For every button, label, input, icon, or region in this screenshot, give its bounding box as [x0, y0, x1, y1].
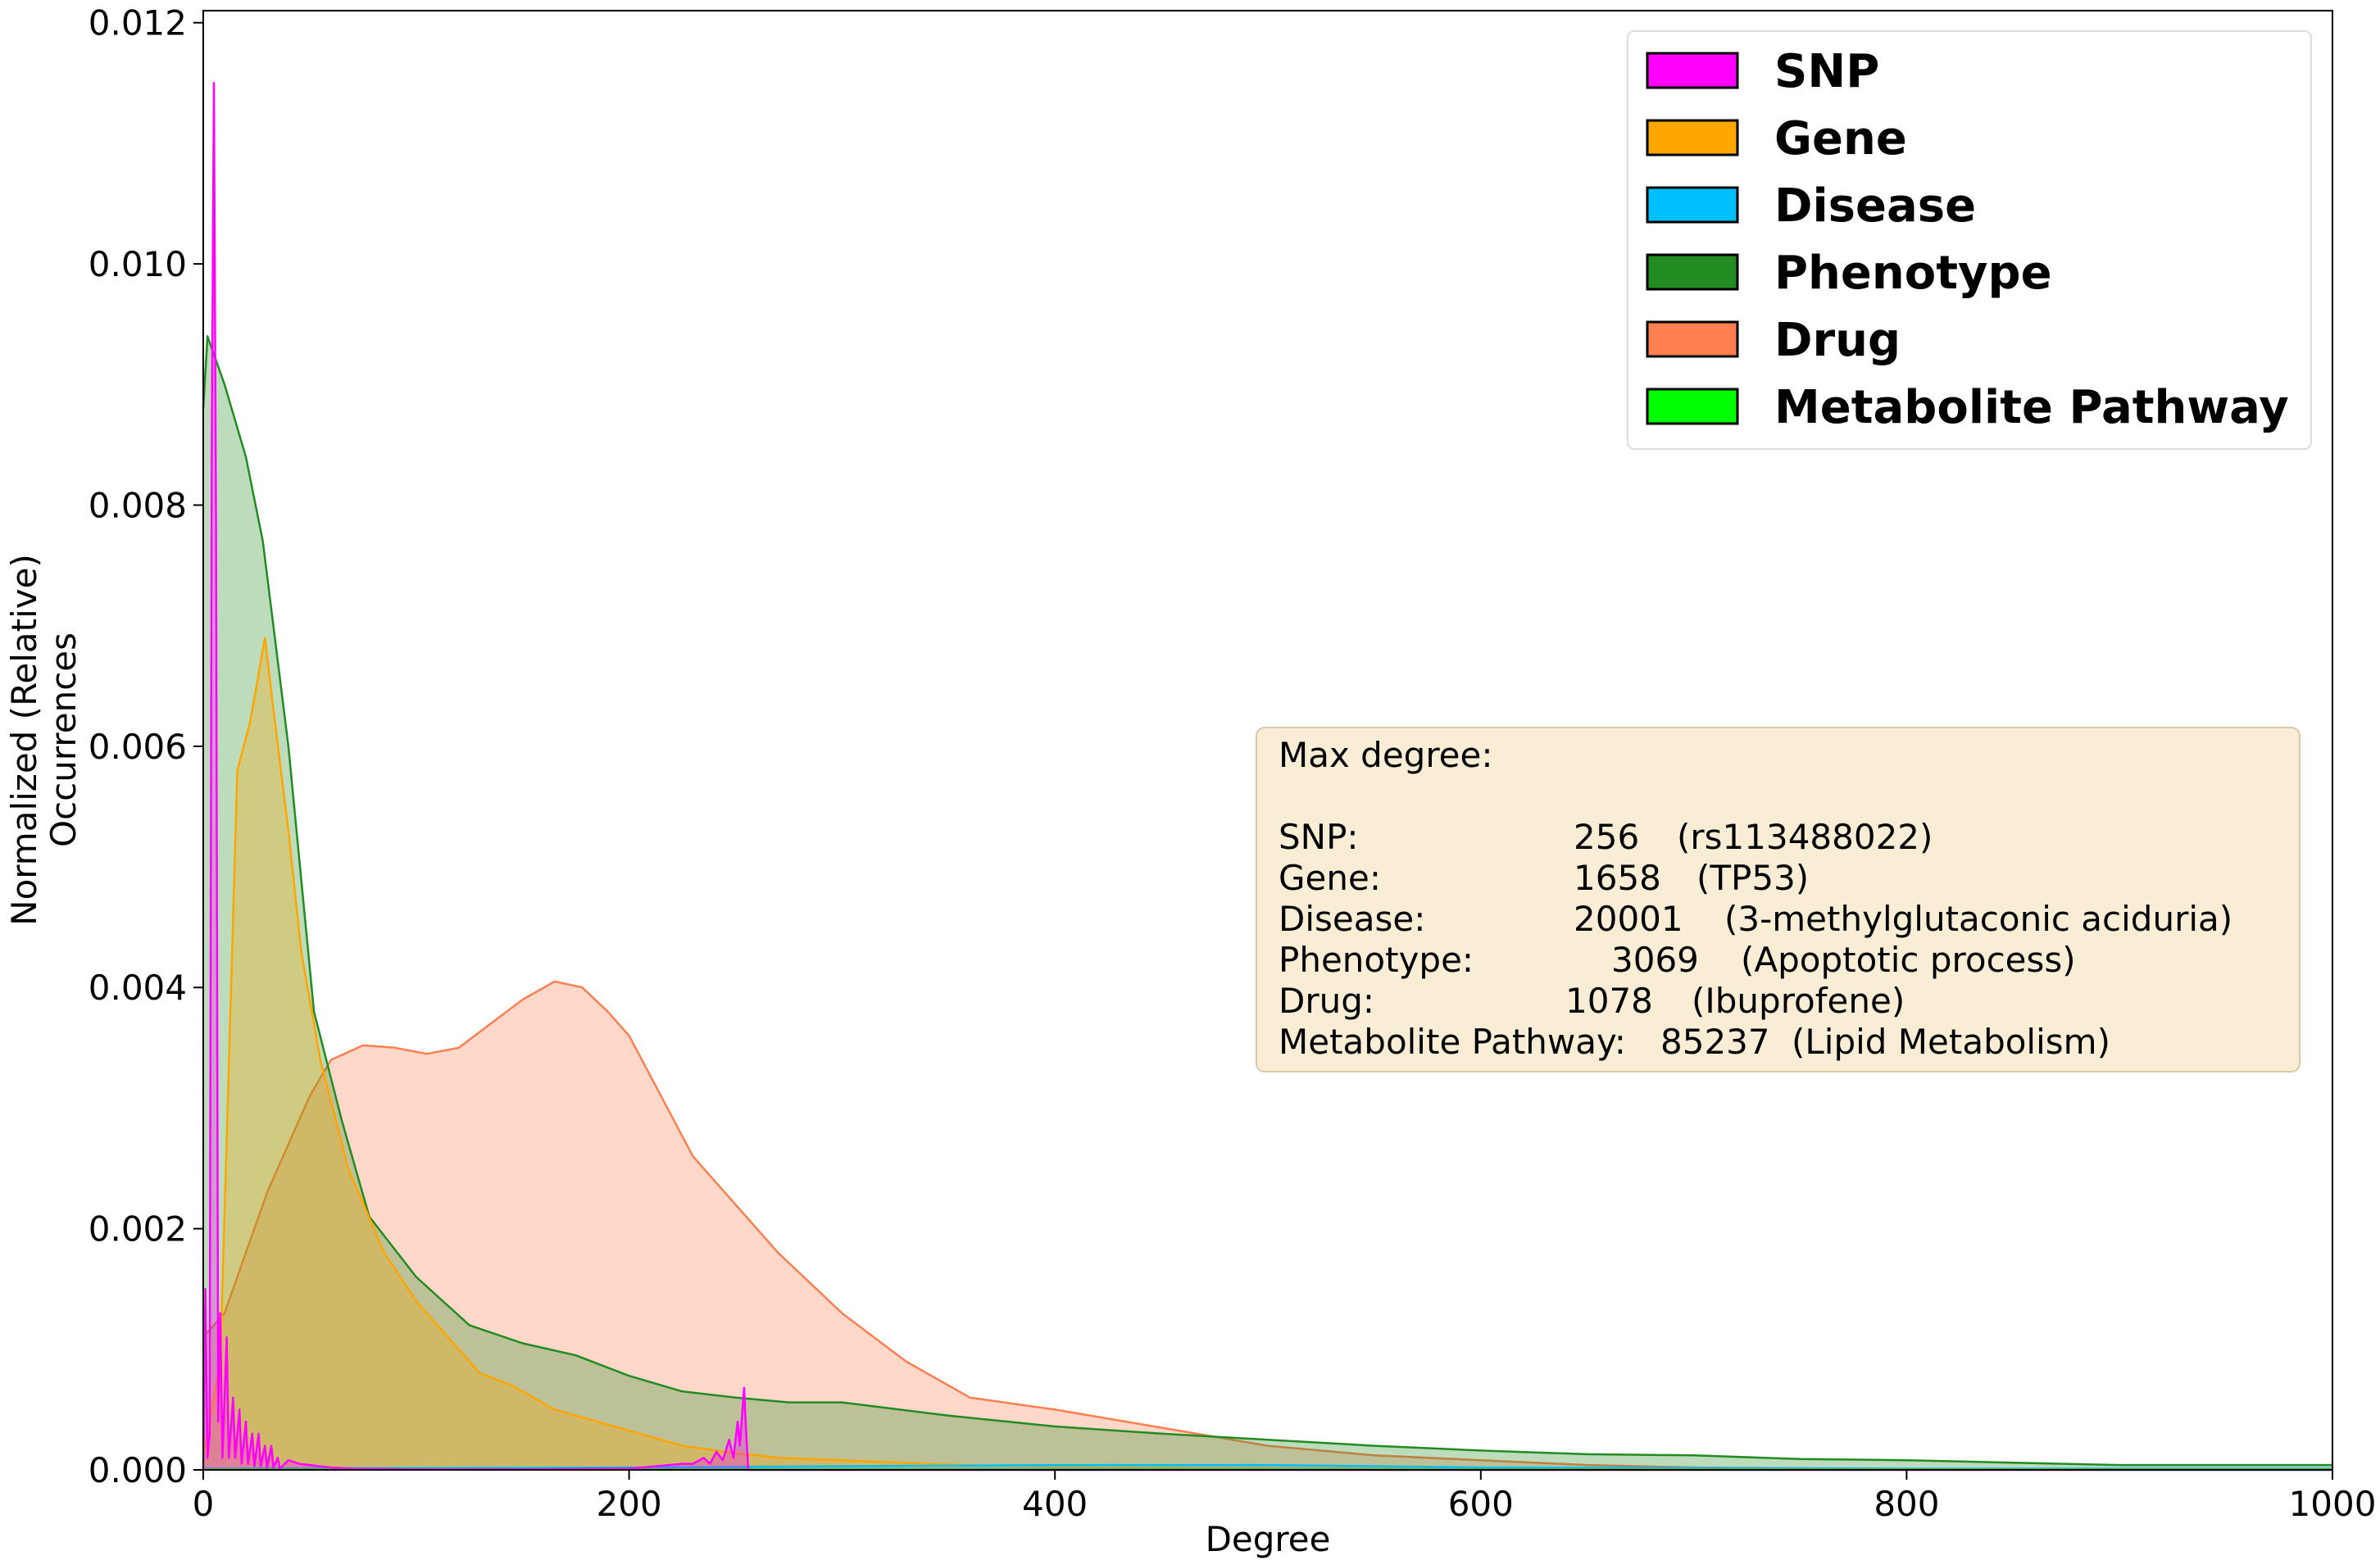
series-line-phenotype	[202, 335, 2332, 1467]
y-tick-label: 0.002	[89, 1209, 187, 1249]
legend-label-gene: Gene	[1774, 112, 1907, 166]
info-row-gene-label: Gene:	[1279, 858, 1381, 898]
info-box-title: Max degree:	[1279, 735, 1493, 775]
series-line-snp	[202, 82, 2332, 1472]
x-tick-label: 400	[1022, 1484, 1088, 1524]
series-area-gene	[203, 637, 2332, 1470]
info-row-drug-note: (Ibuprofene)	[1692, 981, 1905, 1021]
info-row-disease-label: Disease:	[1279, 899, 1425, 939]
legend-swatch-gene	[1646, 119, 1739, 156]
info-row-phenotype-value: 3069	[1611, 940, 1699, 980]
info-row-phenotype-note: (Apoptotic process)	[1741, 940, 2076, 980]
legend-swatch-drug	[1646, 320, 1739, 358]
max-degree-info-box: Max degree: SNP: 256 (rs113488022) Gene:…	[1256, 727, 2301, 1072]
x-tick-label: 200	[597, 1484, 662, 1524]
legend-swatch-snp	[1646, 52, 1739, 89]
info-row-gene-note: (TP53)	[1696, 858, 1809, 898]
info-row-drug-label: Drug:	[1279, 981, 1374, 1021]
info-row-metabolite-pathway-value: 85237	[1660, 1022, 1770, 1062]
y-tick-label: 0.006	[89, 727, 187, 767]
y-axis-label-line-1: Normalized (Relative)	[4, 554, 44, 926]
info-row-snp-note: (rs113488022)	[1677, 817, 1933, 857]
info-row-phenotype-label: Phenotype:	[1279, 940, 1474, 980]
y-tick-label: 0.000	[89, 1450, 187, 1490]
y-tick-label: 0.008	[89, 485, 187, 525]
y-tick-label: 0.004	[89, 968, 187, 1008]
info-row-disease-note: (3-methylglutaconic aciduria)	[1724, 899, 2232, 939]
x-tick-label: 0	[193, 1484, 215, 1524]
y-tick-label: 0.012	[89, 3, 187, 43]
legend-label-phenotype: Phenotype	[1774, 247, 2052, 300]
legend-label-metabolite-pathway: Metabolite Pathway	[1774, 381, 2289, 434]
y-axis-label-line-2: Occurrences	[43, 633, 84, 847]
series-area-drug	[203, 981, 2332, 1470]
legend: SNP Gene Disease Phenotype Drug Metaboli…	[1627, 30, 2312, 450]
x-tick-label: 600	[1448, 1484, 1514, 1524]
info-row-disease-value: 20001	[1574, 899, 1683, 939]
axis-ticks: 0 200 400 600 800 1000 0.000 0.002 0.004 0.006 0.0…	[89, 3, 2377, 1524]
legend-frame	[1627, 30, 2312, 450]
info-box-background	[1256, 727, 2301, 1072]
info-row-metabolite-pathway-label: Metabolite Pathway:	[1279, 1022, 1626, 1062]
legend-swatch-phenotype	[1646, 253, 1739, 291]
x-tick-label: 800	[1874, 1484, 1939, 1524]
info-row-drug-value: 1078	[1565, 981, 1653, 1021]
x-tick-label: 1000	[2289, 1484, 2377, 1524]
x-axis-label: Degree	[1206, 1519, 1331, 1559]
series-area-phenotype	[203, 336, 2332, 1470]
legend-swatch-disease	[1646, 186, 1739, 224]
legend-label-drug: Drug	[1774, 314, 1901, 367]
y-tick-label: 0.010	[89, 244, 187, 284]
series-line-drug	[202, 980, 2333, 1471]
legend-swatch-metabolite-pathway	[1646, 388, 1739, 425]
info-row-snp-value: 256	[1574, 817, 1639, 857]
info-row-metabolite-pathway-note: (Lipid Metabolism)	[1792, 1022, 2110, 1062]
legend-label-disease: Disease	[1774, 179, 1976, 233]
legend-label-snp: SNP	[1774, 45, 1879, 98]
info-row-gene-value: 1658	[1574, 858, 1661, 898]
info-row-snp-label: SNP:	[1279, 817, 1359, 857]
plot-frame	[202, 10, 2333, 1471]
